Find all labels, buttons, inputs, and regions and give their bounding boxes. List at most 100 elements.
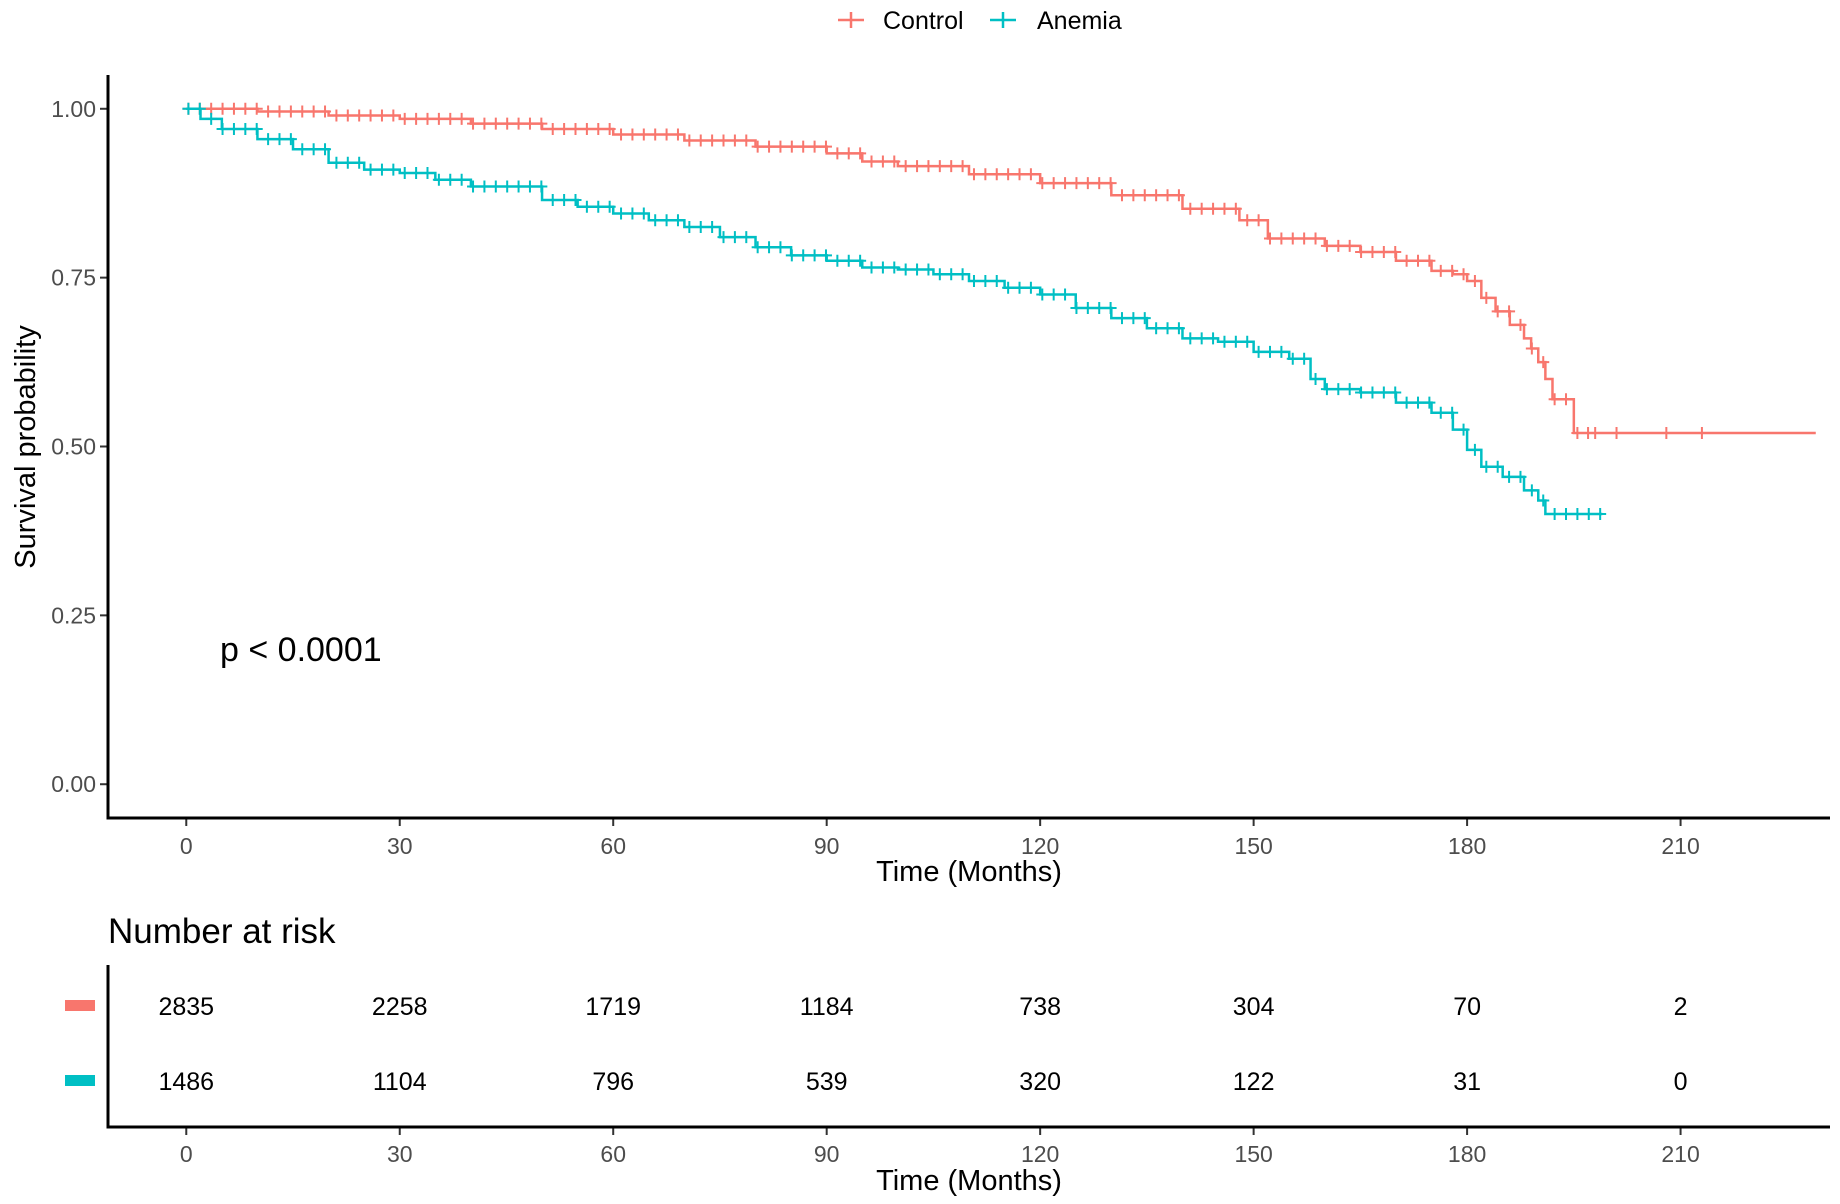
censor-mark <box>1434 264 1447 277</box>
censor-mark <box>250 102 263 115</box>
censor-mark <box>1582 508 1595 521</box>
censor-mark <box>888 261 901 274</box>
censor-marks-control <box>182 102 1708 439</box>
censor-mark <box>626 128 639 141</box>
x-tick-label: 150 <box>1234 833 1272 859</box>
risk-x-tick-label: 120 <box>1021 1141 1059 1167</box>
risk-value-anemia: 539 <box>806 1068 848 1096</box>
censor-mark <box>535 117 548 130</box>
censor-mark <box>535 180 548 193</box>
censor-mark <box>1412 254 1424 267</box>
censor-mark <box>1503 305 1516 318</box>
censor-mark <box>1081 302 1094 315</box>
censor-mark <box>774 241 787 254</box>
censor-mark <box>216 102 229 115</box>
legend: Control Anemia <box>838 7 1122 35</box>
censor-mark <box>432 112 445 125</box>
censor-mark <box>1263 232 1276 245</box>
censor-mark <box>1002 281 1015 294</box>
legend-key-anemia <box>990 12 1016 28</box>
censor-mark <box>501 117 514 130</box>
risk-x-tick-label: 30 <box>387 1141 413 1167</box>
x-tick-label: 0 <box>180 833 193 859</box>
censor-mark <box>1127 189 1140 202</box>
censor-mark <box>1263 345 1276 358</box>
censor-mark <box>455 112 468 125</box>
censor-mark <box>911 263 924 276</box>
censor-mark <box>1161 322 1174 335</box>
censor-mark <box>1389 386 1402 399</box>
censor-mark <box>1172 322 1185 335</box>
x-tick-label: 180 <box>1448 833 1486 859</box>
censor-mark <box>728 134 741 147</box>
risk-value-control: 2258 <box>372 993 428 1021</box>
censor-mark <box>205 102 218 115</box>
censor-mark <box>1127 312 1140 325</box>
risk-value-anemia: 320 <box>1019 1068 1061 1096</box>
censor-mark <box>1366 386 1379 399</box>
censor-mark <box>262 133 275 146</box>
censor-mark <box>1343 239 1356 252</box>
censor-mark <box>387 109 400 122</box>
risk-value-anemia: 796 <box>592 1068 634 1096</box>
censor-mark <box>603 200 616 213</box>
censor-mark <box>1594 508 1607 521</box>
censor-mark <box>523 180 536 193</box>
x-tick-label: 60 <box>600 833 626 859</box>
x-axis-ticks: 0 30 60 90 120 150 180 210 <box>180 818 1700 859</box>
censor-mark <box>284 133 297 146</box>
censor-mark <box>398 112 411 125</box>
risk-x-tick-label: 0 <box>180 1141 193 1167</box>
censor-mark <box>1207 332 1220 345</box>
censor-mark <box>501 180 514 193</box>
censor-mark <box>569 193 582 206</box>
censor-mark <box>353 109 366 122</box>
censor-mark <box>1241 335 1254 348</box>
censor-mark <box>239 123 252 136</box>
risk-value-control: 738 <box>1019 993 1061 1021</box>
censor-mark <box>683 134 696 147</box>
censor-mark <box>899 160 912 173</box>
censor-mark <box>899 263 912 276</box>
censor-mark <box>1560 393 1573 406</box>
censor-mark <box>182 102 195 115</box>
censor-mark <box>967 168 980 181</box>
censor-mark <box>865 261 878 274</box>
censor-mark <box>592 123 605 136</box>
risk-table: Number at risk 2835 2258 1719 1184 738 304 70 2… <box>65 912 1830 1197</box>
censor-mark <box>854 254 867 267</box>
censor-mark <box>273 133 286 146</box>
censor-mark <box>1355 386 1368 399</box>
censor-mark <box>1150 322 1163 335</box>
censor-mark <box>319 143 332 156</box>
legend-key-control <box>838 12 864 28</box>
censor-mark <box>421 166 434 179</box>
censor-mark <box>1434 406 1447 419</box>
censor-mark <box>1320 383 1333 396</box>
censor-mark <box>1560 508 1573 521</box>
censor-mark <box>706 134 719 147</box>
censor-mark <box>205 112 218 125</box>
censor-mark <box>1480 460 1493 473</box>
risk-values: 2835 2258 1719 1184 738 304 70 2 1486 1104 796 539 3… <box>158 993 1687 1096</box>
y-axis-ticks: 0.00 0.25 0.50 0.75 1.00 <box>51 96 108 797</box>
censor-mark <box>512 117 525 130</box>
risk-value-anemia: 122 <box>1233 1068 1275 1096</box>
censor-mark <box>444 173 457 186</box>
censor-mark <box>1070 302 1083 315</box>
censor-mark <box>922 160 935 173</box>
censor-mark <box>1423 396 1436 409</box>
censor-mark <box>1241 214 1254 227</box>
censor-mark <box>1480 291 1493 304</box>
censor-mark <box>842 147 855 160</box>
censor-mark <box>763 241 776 254</box>
censor-mark <box>842 254 855 267</box>
censor-mark <box>979 168 992 181</box>
censor-mark <box>1024 168 1037 181</box>
censor-mark <box>1589 426 1602 439</box>
risk-table-title: Number at risk <box>108 912 336 951</box>
censor-mark <box>1081 177 1094 190</box>
risk-x-tick-label: 210 <box>1661 1141 1699 1167</box>
censor-mark <box>808 249 821 262</box>
censor-mark <box>933 268 946 281</box>
